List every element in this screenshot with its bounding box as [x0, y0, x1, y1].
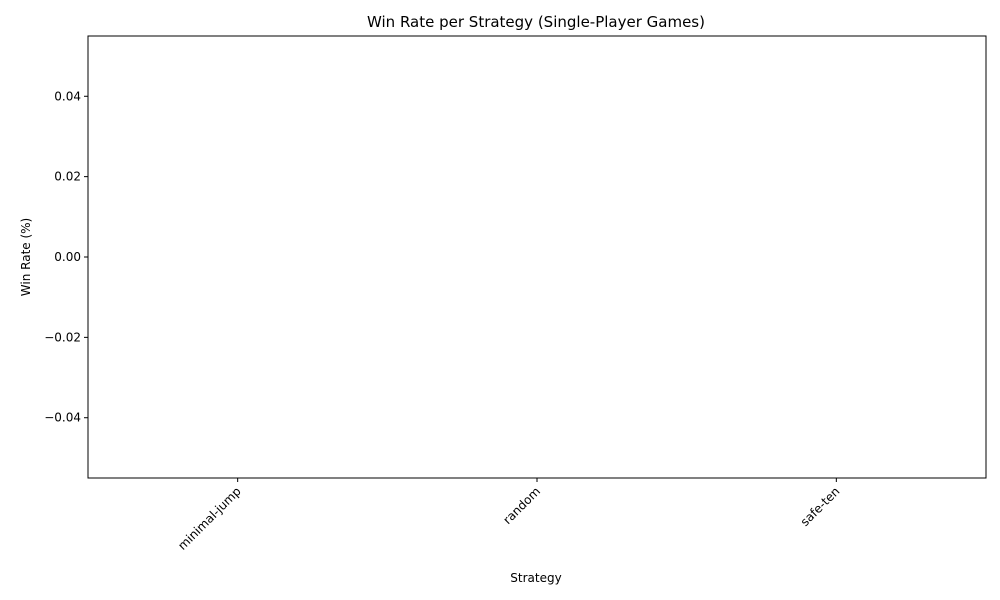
x-tick-label: random	[500, 484, 543, 527]
y-axis-label: Win Rate (%)	[19, 218, 33, 296]
x-axis-ticks: minimal-jump random safe-ten	[175, 478, 842, 553]
y-tick-label: −0.04	[44, 411, 81, 425]
x-tick-label: minimal-jump	[175, 484, 244, 553]
x-tick-label: safe-ten	[798, 484, 843, 529]
x-axis-label: Strategy	[510, 571, 561, 585]
y-tick-label: 0.02	[54, 170, 81, 184]
y-tick-label: 0.00	[54, 250, 81, 264]
y-tick-label: −0.02	[44, 330, 81, 344]
y-axis-ticks: 0.04 0.02 0.00 −0.02 −0.04	[44, 89, 88, 425]
y-tick-label: 0.04	[54, 89, 81, 103]
chart-title: Win Rate per Strategy (Single-Player Gam…	[367, 13, 705, 31]
plot-area	[87, 35, 987, 479]
